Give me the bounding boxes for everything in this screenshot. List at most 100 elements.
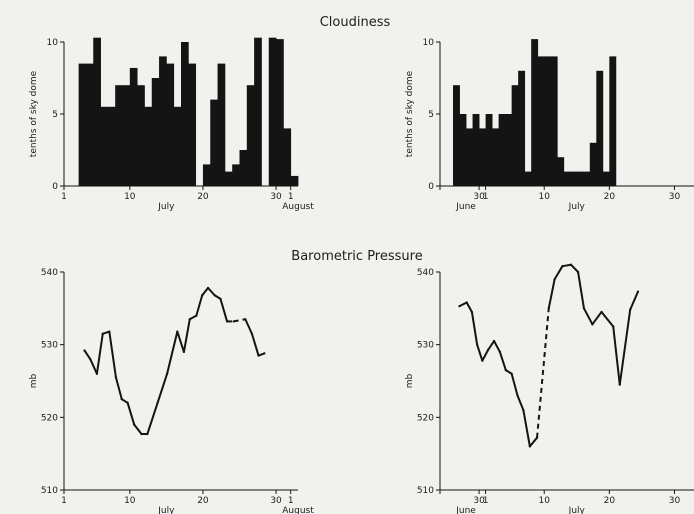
pressure-segment xyxy=(219,297,229,323)
x-tick-label: 1 xyxy=(288,496,294,506)
x-tick-label: 1 xyxy=(61,496,67,506)
pressure-point xyxy=(547,307,550,310)
cloud-bar xyxy=(609,56,617,187)
pressure-point xyxy=(618,383,621,386)
pressure-segment-dashed xyxy=(233,318,246,323)
cloud-bar xyxy=(78,63,87,186)
pressure-segment xyxy=(89,358,98,375)
cloud-bar xyxy=(505,114,513,186)
pressure-segment xyxy=(522,409,531,448)
cloud-bar xyxy=(224,171,233,186)
pressure-point xyxy=(582,307,586,310)
pressure-point xyxy=(498,350,502,354)
pressure-point xyxy=(553,278,556,281)
pressure-segment xyxy=(591,310,603,326)
cloud-bar xyxy=(511,85,519,186)
cloud-bar xyxy=(100,106,109,186)
y-tick-label: 520 xyxy=(41,413,58,423)
pressure-point xyxy=(250,332,254,335)
cloud-bar xyxy=(518,70,526,186)
pressure-segment xyxy=(207,286,216,297)
cloud-bar xyxy=(472,114,480,186)
cloud-bar xyxy=(232,164,240,186)
x-tick-label: 30 xyxy=(270,496,282,506)
pressure-point xyxy=(89,358,92,361)
x-tick-label: 1 xyxy=(483,496,489,506)
cloud-bar xyxy=(122,85,131,186)
pressure-segment xyxy=(95,332,104,375)
pressure-segment xyxy=(600,310,615,328)
cloud-bar xyxy=(550,56,558,187)
cloud-bar xyxy=(557,157,565,186)
x-tick-label: 20 xyxy=(604,496,616,506)
cloud-bar xyxy=(217,63,226,186)
pressure-segment xyxy=(101,330,111,335)
y-axis-label: tenths of sky dome xyxy=(29,70,39,157)
cloud-bar xyxy=(115,85,123,186)
cloud-bar xyxy=(583,171,591,186)
pressure-segment xyxy=(547,278,556,310)
cloud-bar xyxy=(210,99,218,186)
pressure-segment xyxy=(561,263,572,268)
pressure-segment xyxy=(182,318,191,353)
pressure-segment xyxy=(510,372,519,397)
pressure-segment xyxy=(612,325,621,386)
pressure-point xyxy=(146,432,149,436)
pressure-segment xyxy=(528,436,539,448)
cloud-bar xyxy=(107,106,116,186)
cloud-bar xyxy=(570,171,578,186)
pressure-segment xyxy=(133,423,143,436)
pressure-segment xyxy=(516,394,525,412)
x-tick-label: 30 xyxy=(270,192,282,202)
cloud-bar xyxy=(453,85,460,186)
pressure-point xyxy=(636,290,640,293)
month-label: July xyxy=(157,202,175,212)
cloud-bar xyxy=(276,39,284,187)
pressure-segment xyxy=(126,401,136,426)
pressure-point xyxy=(83,349,86,352)
x-tick-label: 20 xyxy=(604,192,616,202)
pressure-segment xyxy=(618,308,632,386)
pressure-point xyxy=(108,330,111,333)
y-tick-label: 10 xyxy=(423,38,435,48)
y-axis-label: mb xyxy=(29,373,39,388)
pressure-point xyxy=(95,372,99,375)
y-tick-label: 530 xyxy=(41,341,58,351)
pressure-point xyxy=(176,330,179,333)
pressure-point xyxy=(510,372,513,375)
pressure-segment xyxy=(201,286,210,297)
cloud-bar xyxy=(173,106,182,186)
pressure-segment xyxy=(577,271,585,310)
x-tick-label: 1 xyxy=(61,192,67,202)
pressure-segment xyxy=(582,307,594,326)
pressure-segment xyxy=(493,340,501,353)
pressure-point xyxy=(232,320,235,323)
month-label: June xyxy=(455,506,476,514)
x-tick-label: 30 xyxy=(669,496,681,506)
pressure-point xyxy=(591,323,594,326)
pressure-point xyxy=(257,354,260,357)
cloud-bar xyxy=(166,63,175,186)
x-tick-label: 20 xyxy=(197,192,209,202)
cloud-bar xyxy=(290,175,299,186)
pressure-point xyxy=(458,305,461,308)
cloud-bar xyxy=(492,128,500,186)
pressure-segment xyxy=(476,343,484,362)
pressure-point xyxy=(140,432,143,436)
month-label: August xyxy=(282,202,314,212)
cloud-bar xyxy=(246,85,255,186)
cloud-bar xyxy=(602,171,610,186)
pressure-section-title: Barometric Pressure xyxy=(291,249,422,264)
pressure-point xyxy=(522,408,525,412)
pressure-point xyxy=(133,423,136,426)
cloud-bar xyxy=(151,78,160,186)
cloud-bar xyxy=(544,56,552,187)
cloud-bar xyxy=(254,37,262,187)
cloud-bar xyxy=(129,67,138,186)
pressure-point xyxy=(504,369,507,372)
y-axis-label: tenths of sky dome xyxy=(405,70,415,157)
pressure-point xyxy=(600,310,603,314)
pressure-chart-1: 510 520 530 540 mb 1 10 20 30 1 July August xyxy=(29,268,314,514)
cloud-bar xyxy=(181,42,189,186)
